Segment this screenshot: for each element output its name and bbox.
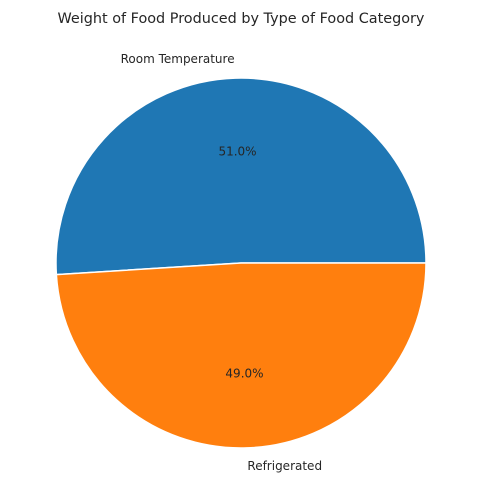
pie-slice-refrigerated [55, 262, 427, 449]
slice-percent-label: 51.0% [218, 145, 256, 159]
slice-percent-label: 49.0% [225, 366, 263, 380]
slice-label: Refrigerated [247, 459, 322, 473]
pie-labels: Room Temperature 51.0% Refrigerated 49.0% [121, 52, 322, 473]
pie-slice-room-temperature [55, 77, 427, 276]
chart-title: Weight of Food Produced by Type of Food … [58, 11, 425, 27]
slice-label: Room Temperature [121, 52, 235, 66]
pie-slices [55, 77, 427, 449]
